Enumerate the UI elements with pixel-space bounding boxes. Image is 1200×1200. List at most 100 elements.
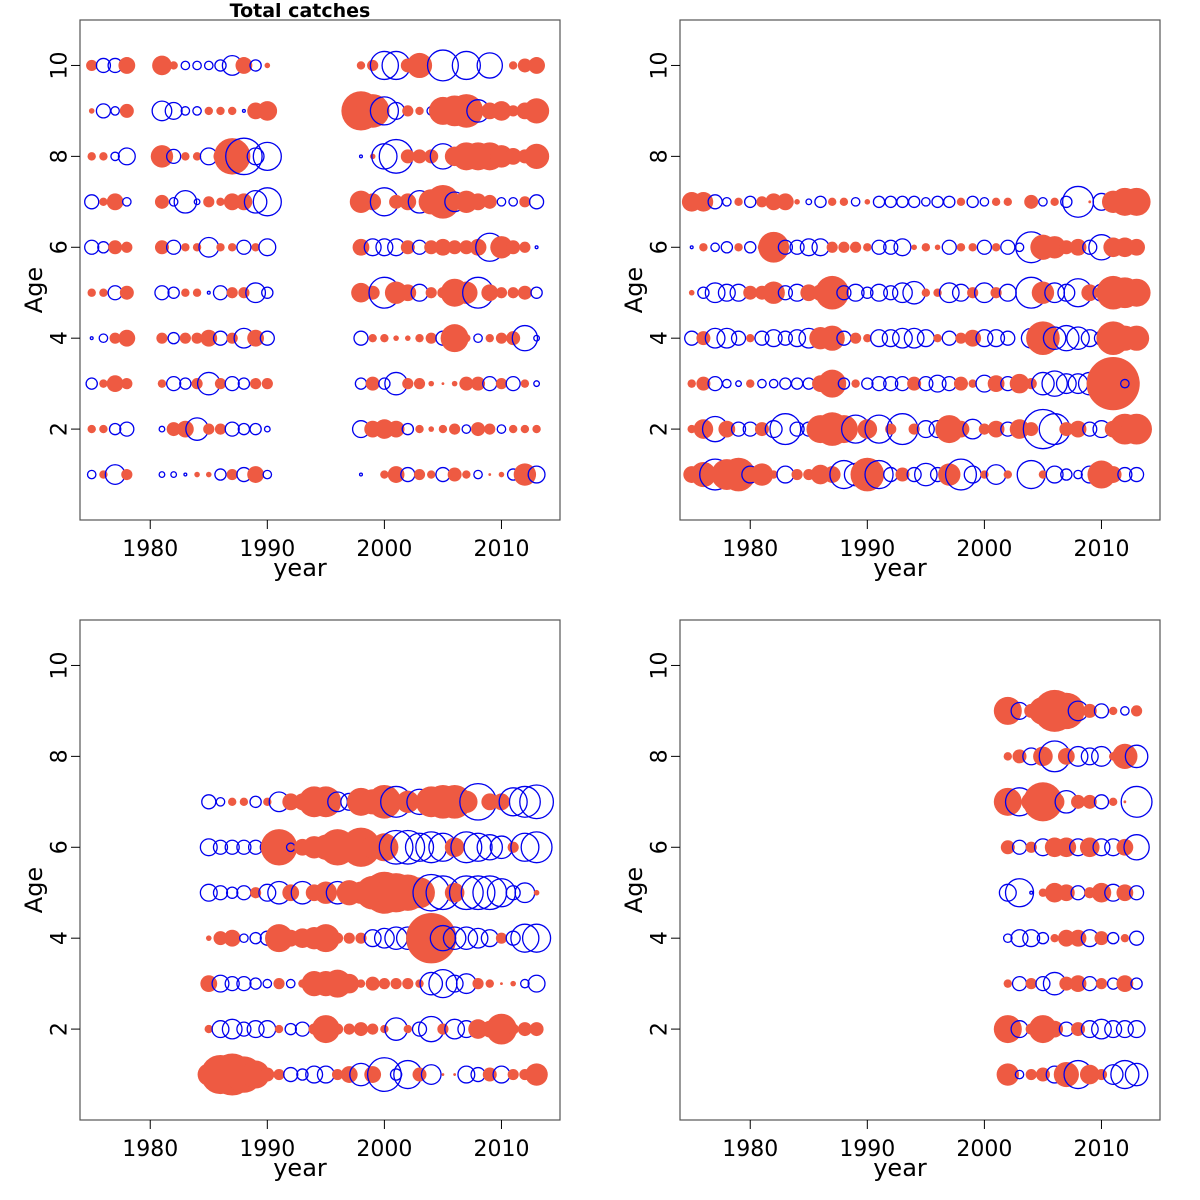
bubble-positive [415, 106, 424, 116]
bubble-negative [259, 330, 275, 346]
bubble-positive [746, 379, 755, 388]
bubble-negative [236, 239, 252, 255]
bubble-negative [1014, 1069, 1025, 1080]
bubble-positive [119, 285, 134, 300]
bubble-negative [1128, 466, 1145, 483]
bubble-negative [846, 283, 865, 302]
bubble-negative [285, 978, 296, 989]
bubble-negative [262, 469, 273, 480]
bubble-positive [152, 55, 172, 76]
bubble-negative [358, 154, 364, 159]
bubble-negative [1092, 838, 1111, 857]
bubble-negative [697, 286, 710, 299]
bubble-negative [369, 50, 400, 81]
y-axis-title: Age [620, 267, 648, 313]
bubble-negative [363, 929, 382, 948]
bubble-negative [757, 378, 767, 389]
bubble-positive [99, 197, 108, 207]
bubble-positive [440, 324, 469, 353]
bubble-positive [934, 244, 941, 251]
bubble-positive [507, 841, 519, 853]
bubble-negative [1035, 975, 1051, 992]
y-tick-label: 6 [648, 240, 673, 254]
bubble-negative [167, 286, 180, 299]
bubble-positive [532, 424, 541, 434]
y-tick-label: 6 [48, 840, 73, 854]
bubble-negative [505, 375, 521, 392]
bubble-negative [454, 926, 479, 951]
bubble-positive [1031, 281, 1055, 304]
bubble-negative [389, 1068, 403, 1081]
bubble-positive [504, 147, 522, 165]
bubble-positive [1104, 466, 1122, 483]
bubble-negative [262, 978, 273, 989]
bubble-positive [200, 329, 218, 347]
bubble-negative [192, 60, 202, 71]
y-tick-label: 4 [48, 331, 73, 345]
bubble-positive [205, 935, 212, 941]
bubble-positive [1082, 794, 1097, 809]
x-tick-label: 2000 [956, 537, 1012, 562]
bubble-positive [86, 59, 98, 72]
bubble-positive [756, 196, 768, 208]
bubble-negative [906, 466, 922, 483]
y-tick-label: 10 [48, 51, 73, 79]
bubble-negative [95, 103, 112, 119]
bubble-positive [688, 289, 695, 296]
bubble-negative [448, 875, 484, 911]
bubble-negative [1110, 1059, 1140, 1090]
bubble-negative [836, 285, 852, 301]
bubble-negative [1115, 1020, 1134, 1039]
bubble-positive [758, 231, 790, 263]
bubble-negative [918, 375, 934, 392]
bubble-negative [121, 196, 132, 207]
bubble-negative [316, 1065, 335, 1084]
bubble-negative [373, 927, 395, 949]
bubble-positive [506, 331, 521, 346]
bubble-negative [1060, 195, 1073, 209]
x-tick-label: 2000 [356, 537, 412, 562]
bubble-negative [158, 471, 166, 478]
bubble-negative [1055, 373, 1077, 395]
bubble-negative [743, 241, 757, 254]
bubble-negative [998, 283, 1017, 302]
bubble-positive [993, 1015, 1022, 1044]
bubble-negative [214, 468, 227, 481]
bubble-positive [227, 797, 237, 807]
bubble-positive [459, 240, 474, 255]
bubble-negative [869, 283, 889, 302]
bubble-negative [442, 926, 467, 951]
bubble-negative [508, 196, 519, 207]
bubble-positive [911, 244, 917, 251]
x-tick-label: 1990 [839, 537, 895, 562]
chart-title: Total catches [230, 0, 371, 22]
bubble-negative [496, 196, 507, 207]
bubble-positive [273, 978, 285, 990]
bubble-positive [517, 1022, 532, 1037]
x-tick-label: 1980 [722, 537, 778, 562]
bubble-positive [993, 696, 1022, 725]
bubble-negative [976, 239, 993, 255]
bubble-negative [1123, 834, 1150, 861]
bubble-positive [380, 333, 389, 343]
bubble-layer [197, 782, 555, 1096]
y-tick-label: 2 [648, 422, 673, 436]
bubble-positive [1046, 1020, 1064, 1038]
bubble-positive [447, 240, 462, 255]
bubble-negative [98, 333, 109, 344]
bubble-negative [861, 286, 874, 299]
bubble-negative [249, 59, 262, 72]
bubble-negative [378, 377, 391, 390]
bubble-positive [507, 1068, 519, 1081]
bubble-positive [425, 287, 437, 299]
bubble-negative [1091, 1018, 1112, 1040]
bubble-positive [118, 57, 136, 74]
bubble-negative [173, 189, 198, 214]
bubble-positive [690, 461, 717, 488]
bubble-positive [1024, 422, 1039, 437]
bubble-positive [484, 423, 496, 435]
bubble-negative [1060, 468, 1073, 481]
bubble-positive [819, 325, 845, 351]
bubble-negative [1067, 745, 1089, 767]
